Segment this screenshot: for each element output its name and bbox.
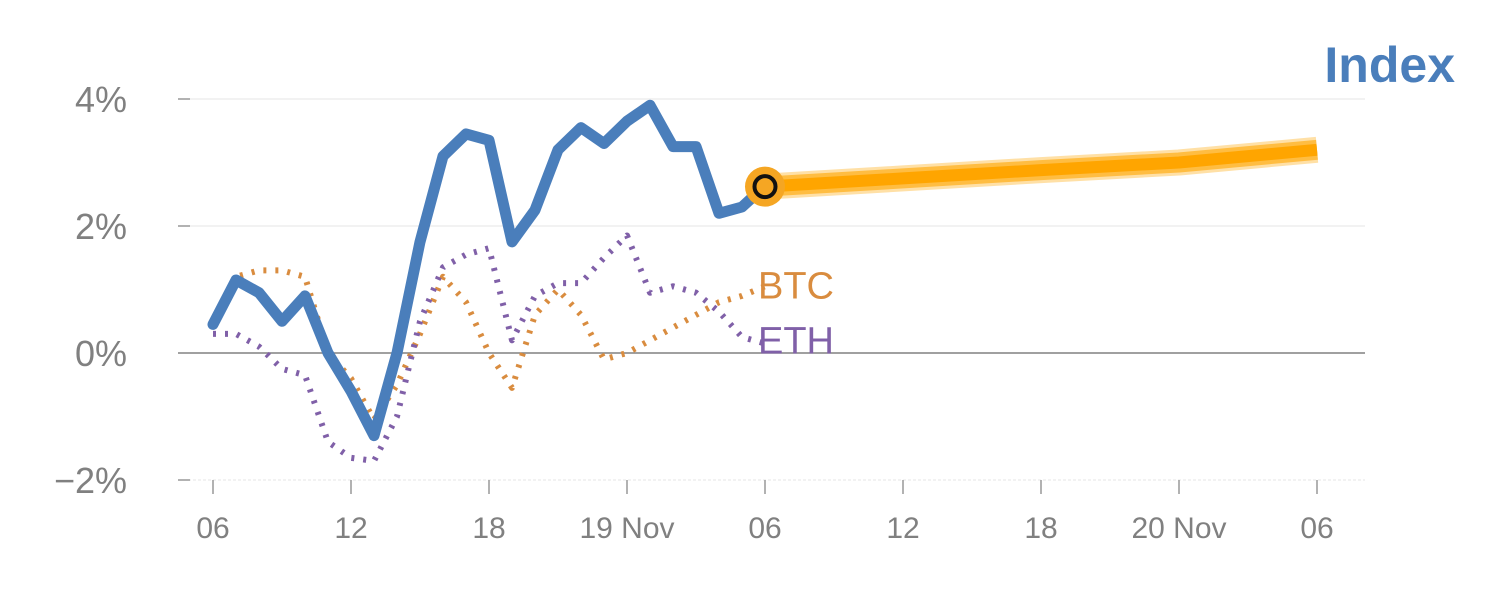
series-label-btc: BTC (758, 265, 834, 307)
x-tick-label: 06 (1300, 512, 1333, 545)
x-tick-label: 19 Nov (579, 512, 674, 545)
current-value-marker-ring (752, 174, 778, 200)
series-labels: BTC ETH (758, 265, 834, 362)
x-tick-label: 06 (196, 512, 229, 545)
y-tick-label: 0% (75, 333, 127, 374)
current-value-marker-outer (745, 166, 785, 207)
series-line-btc (210, 267, 767, 423)
x-tick-label: 12 (334, 512, 367, 545)
forecast-line (764, 143, 1318, 193)
x-tick-label: 20 Nov (1131, 512, 1226, 545)
x-tick-label: 18 (472, 512, 505, 545)
series-lines (207, 99, 1319, 464)
grid-lines (178, 98, 1365, 481)
y-axis-ticks: 4% 2% 0% −2% (54, 79, 190, 501)
y-tick-label: 2% (75, 206, 127, 247)
series-line-eth (213, 232, 766, 464)
chart-title: Index (1324, 37, 1455, 93)
y-tick-label: −2% (54, 460, 127, 501)
x-axis-ticks: 06 12 18 19 Nov 06 12 18 20 Nov 06 (196, 480, 1334, 545)
series-label-eth: ETH (758, 320, 834, 362)
x-tick-label: 18 (1024, 512, 1057, 545)
y-tick-label: 4% (75, 79, 127, 120)
series-line-index (207, 99, 762, 442)
x-tick-label: 12 (886, 512, 919, 545)
x-tick-label: 06 (748, 512, 781, 545)
